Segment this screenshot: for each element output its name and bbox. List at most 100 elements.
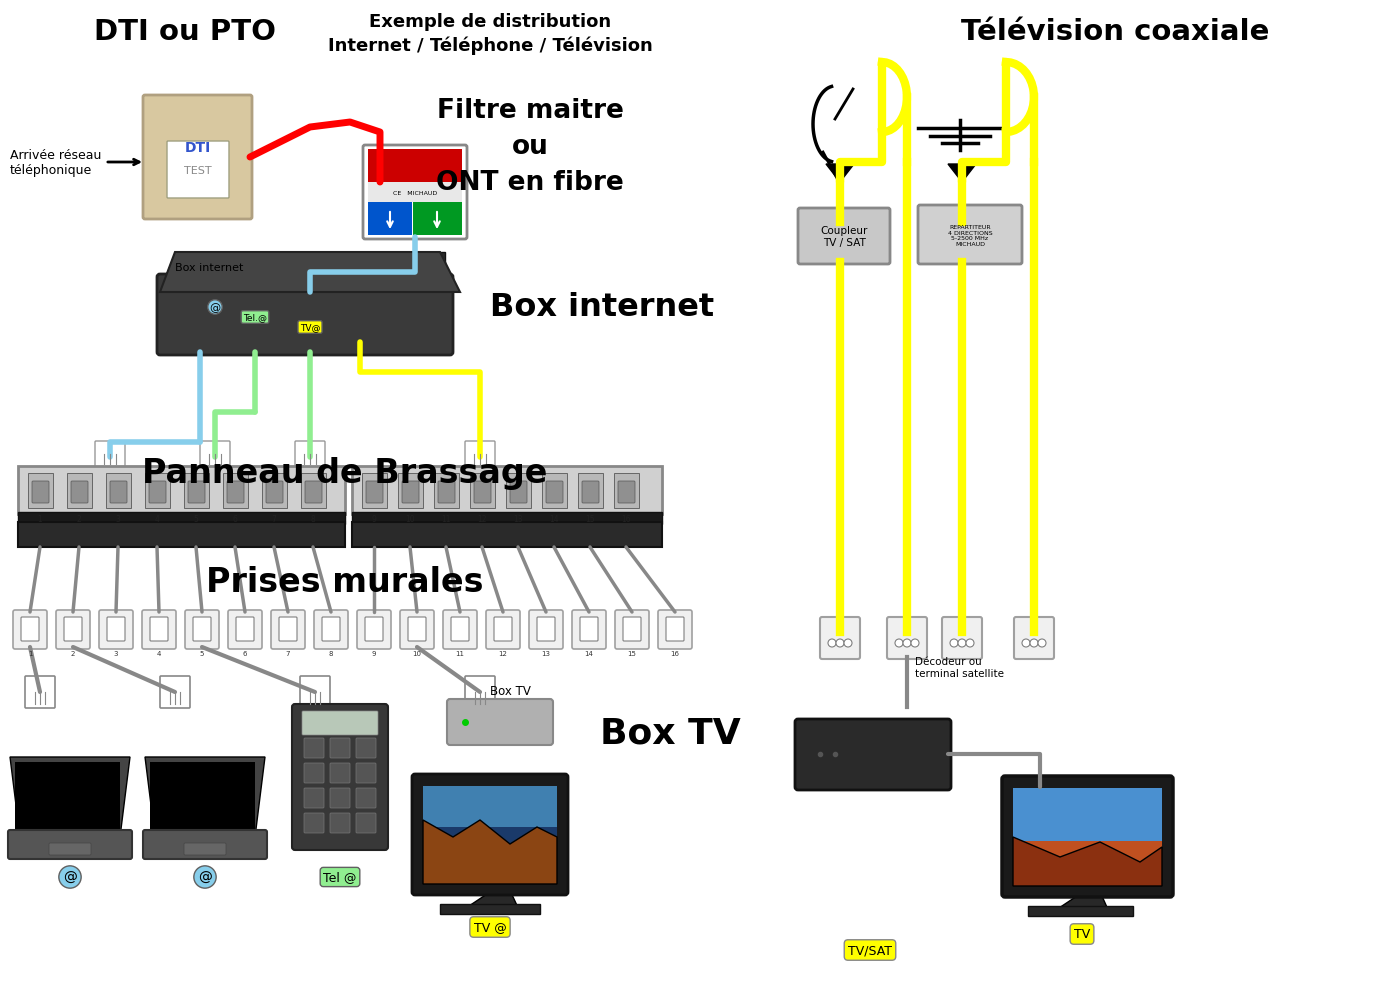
FancyBboxPatch shape: [623, 617, 641, 641]
Text: 12: 12: [498, 650, 507, 656]
FancyBboxPatch shape: [475, 482, 491, 503]
Polygon shape: [146, 758, 265, 837]
FancyBboxPatch shape: [942, 617, 981, 659]
Text: Tel.@: Tel.@: [244, 314, 267, 323]
Polygon shape: [363, 474, 386, 508]
FancyBboxPatch shape: [49, 843, 91, 855]
FancyBboxPatch shape: [272, 610, 305, 649]
Polygon shape: [10, 758, 130, 837]
Text: 1: 1: [38, 515, 42, 524]
FancyBboxPatch shape: [304, 814, 323, 834]
Text: Tel @: Tel @: [323, 871, 357, 884]
Text: Panneau de Brassage: Panneau de Brassage: [143, 456, 547, 489]
Text: 8: 8: [311, 515, 315, 524]
Text: DTI ou PTO: DTI ou PTO: [94, 18, 276, 46]
FancyBboxPatch shape: [143, 831, 267, 859]
FancyBboxPatch shape: [510, 482, 526, 503]
Text: Télévision coaxiale: Télévision coaxiale: [960, 18, 1270, 46]
Polygon shape: [18, 522, 344, 547]
Polygon shape: [146, 474, 169, 508]
Circle shape: [844, 639, 853, 647]
FancyBboxPatch shape: [451, 617, 469, 641]
FancyBboxPatch shape: [150, 617, 168, 641]
Text: 6: 6: [242, 650, 248, 656]
Text: 7: 7: [272, 515, 276, 524]
FancyBboxPatch shape: [580, 617, 598, 641]
Polygon shape: [423, 787, 557, 828]
Polygon shape: [1050, 847, 1110, 914]
FancyBboxPatch shape: [582, 482, 599, 503]
Polygon shape: [423, 787, 557, 884]
Polygon shape: [440, 904, 540, 914]
FancyBboxPatch shape: [304, 764, 323, 784]
Circle shape: [895, 639, 903, 647]
Polygon shape: [1028, 906, 1133, 916]
Polygon shape: [434, 474, 459, 508]
Circle shape: [951, 639, 958, 647]
FancyBboxPatch shape: [15, 763, 120, 833]
FancyBboxPatch shape: [300, 676, 330, 708]
FancyBboxPatch shape: [150, 763, 255, 833]
Text: Box TV: Box TV: [601, 715, 741, 749]
FancyBboxPatch shape: [185, 610, 218, 649]
Text: TV/SAT: TV/SAT: [848, 944, 892, 957]
FancyBboxPatch shape: [56, 610, 90, 649]
Text: 8: 8: [329, 650, 333, 656]
FancyBboxPatch shape: [465, 676, 496, 708]
Text: 5: 5: [193, 515, 199, 524]
Text: Décodeur ou
terminal satellite: Décodeur ou terminal satellite: [916, 656, 1004, 678]
Polygon shape: [18, 467, 344, 514]
FancyBboxPatch shape: [617, 482, 636, 503]
FancyBboxPatch shape: [188, 482, 204, 503]
FancyBboxPatch shape: [302, 711, 378, 735]
Polygon shape: [578, 474, 603, 508]
Circle shape: [1030, 639, 1037, 647]
Circle shape: [903, 639, 911, 647]
Text: Exemple de distribution
Internet / Téléphone / Télévision: Exemple de distribution Internet / Télép…: [328, 13, 652, 55]
FancyBboxPatch shape: [200, 442, 230, 469]
Text: REPARTITEUR
4 DIRECTIONS
5-2500 MHz
MICHAUD: REPARTITEUR 4 DIRECTIONS 5-2500 MHz MICH…: [948, 224, 993, 246]
Polygon shape: [28, 474, 53, 508]
Polygon shape: [615, 474, 638, 508]
Text: DTI: DTI: [185, 141, 211, 155]
FancyBboxPatch shape: [193, 617, 211, 641]
Polygon shape: [262, 474, 287, 508]
FancyBboxPatch shape: [330, 789, 350, 809]
Text: 11: 11: [441, 515, 451, 524]
FancyBboxPatch shape: [538, 617, 554, 641]
FancyBboxPatch shape: [820, 617, 860, 659]
Text: 15: 15: [585, 515, 595, 524]
FancyBboxPatch shape: [167, 142, 230, 198]
Text: TV@: TV@: [300, 324, 321, 333]
FancyBboxPatch shape: [32, 482, 49, 503]
FancyBboxPatch shape: [442, 610, 477, 649]
FancyBboxPatch shape: [365, 482, 384, 503]
Text: 10: 10: [413, 650, 421, 656]
Circle shape: [836, 639, 844, 647]
FancyBboxPatch shape: [160, 676, 190, 708]
FancyBboxPatch shape: [1014, 617, 1054, 659]
Circle shape: [911, 639, 918, 647]
Polygon shape: [351, 512, 662, 524]
Text: 13: 13: [514, 515, 522, 524]
Text: @: @: [63, 870, 77, 884]
FancyBboxPatch shape: [293, 704, 388, 850]
Polygon shape: [223, 474, 248, 508]
Text: 3: 3: [116, 515, 120, 524]
Polygon shape: [398, 474, 423, 508]
FancyBboxPatch shape: [330, 764, 350, 784]
FancyBboxPatch shape: [658, 610, 692, 649]
Polygon shape: [470, 474, 496, 508]
FancyBboxPatch shape: [407, 617, 426, 641]
FancyBboxPatch shape: [330, 814, 350, 834]
FancyBboxPatch shape: [237, 617, 253, 641]
FancyBboxPatch shape: [356, 789, 377, 809]
FancyBboxPatch shape: [918, 205, 1022, 265]
Text: Box internet: Box internet: [490, 293, 714, 324]
Polygon shape: [948, 165, 976, 182]
FancyBboxPatch shape: [95, 442, 125, 469]
FancyBboxPatch shape: [143, 96, 252, 219]
Polygon shape: [461, 847, 519, 912]
Polygon shape: [423, 821, 557, 884]
FancyBboxPatch shape: [106, 617, 125, 641]
